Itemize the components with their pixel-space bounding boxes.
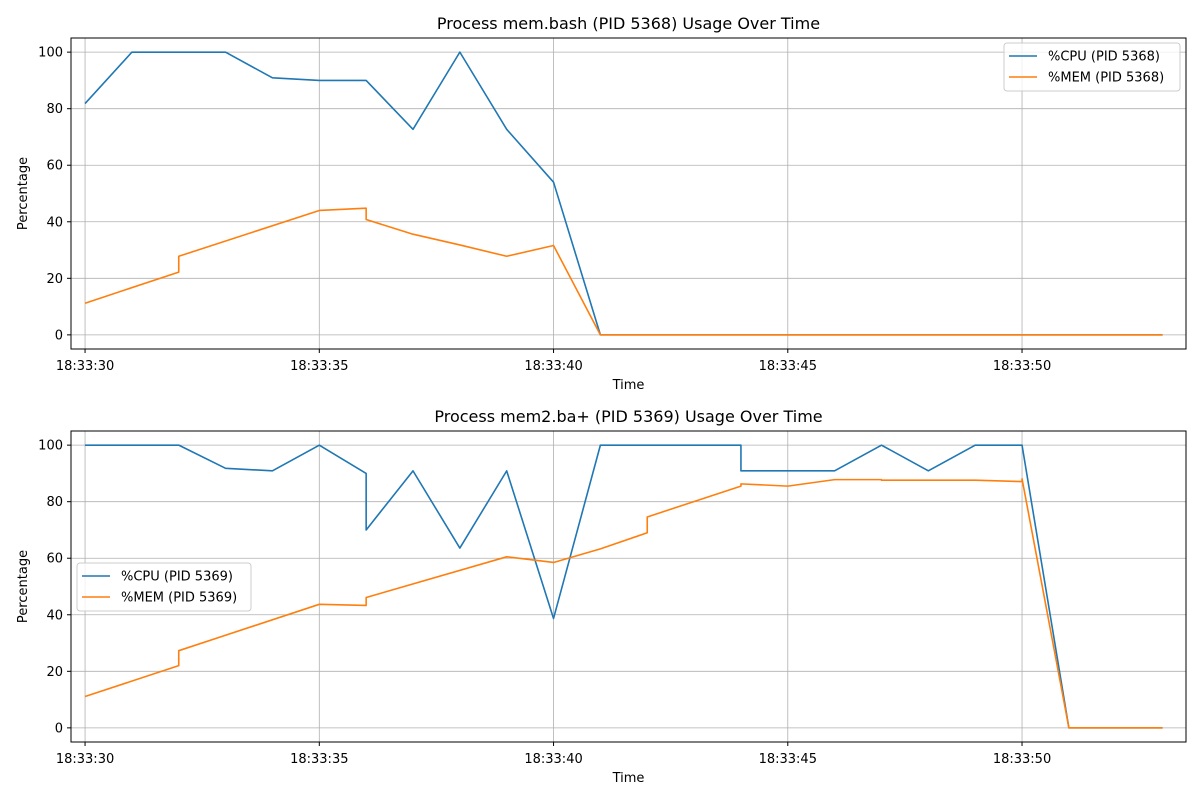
y-tick-label: 60 xyxy=(46,552,63,567)
x-tick-label: 18:33:45 xyxy=(759,359,817,374)
y-tick-label: 40 xyxy=(46,215,63,230)
series-line-cpu xyxy=(84,51,1163,336)
chart-title: Process mem2.ba+ (PID 5369) Usage Over T… xyxy=(434,407,822,426)
x-tick-label: 18:33:45 xyxy=(759,752,817,767)
x-tick-label: 18:33:40 xyxy=(524,752,582,767)
legend-label: %MEM (PID 5369) xyxy=(121,591,237,606)
y-tick-label: 20 xyxy=(46,272,63,287)
legend-frame xyxy=(1003,42,1181,92)
y-tick-label: 60 xyxy=(46,159,63,174)
x-tick-label: 18:33:30 xyxy=(56,752,114,767)
legend-label: %CPU (PID 5369) xyxy=(121,570,233,585)
chart-title: Process mem.bash (PID 5368) Usage Over T… xyxy=(437,14,820,33)
y-tick-label: 20 xyxy=(46,665,63,680)
y-tick-label: 100 xyxy=(38,439,63,454)
legend: %CPU (PID 5368) %MEM (PID 5368) xyxy=(1003,42,1181,92)
y-tick-label: 80 xyxy=(46,495,63,510)
legend-label: %MEM (PID 5368) xyxy=(1048,71,1164,86)
legend-frame xyxy=(76,562,252,612)
x-tick-label: 18:33:50 xyxy=(993,752,1051,767)
series-line-mem xyxy=(84,207,1163,336)
x-tick-label: 18:33:40 xyxy=(524,359,582,374)
series-line-mem xyxy=(84,477,1163,729)
axes-frame xyxy=(70,430,1187,743)
x-axis-label: Time xyxy=(612,378,645,393)
legend: %CPU (PID 5369) %MEM (PID 5369) xyxy=(76,562,252,612)
x-tick-label: 18:33:30 xyxy=(56,359,114,374)
chart-top-mem-bash: 18:33:30 18:33:35 18:33:40 18:33:45 18:33:50… xyxy=(16,14,1187,393)
y-tick-label: 100 xyxy=(38,46,63,61)
x-tick-label: 18:33:50 xyxy=(993,359,1051,374)
x-axis-label: Time xyxy=(612,771,645,786)
y-tick-label: 80 xyxy=(46,102,63,117)
x-tick-label: 18:33:35 xyxy=(290,752,348,767)
y-axis-label: Percentage xyxy=(16,157,31,230)
x-tick-label: 18:33:35 xyxy=(290,359,348,374)
y-tick-label: 40 xyxy=(46,608,63,623)
y-axis-label: Percentage xyxy=(16,550,31,623)
chart-bottom-mem2-ba: 18:33:30 18:33:35 18:33:40 18:33:45 18:33:50… xyxy=(16,407,1187,786)
y-tick-label: 0 xyxy=(55,328,63,343)
legend-label: %CPU (PID 5368) xyxy=(1048,50,1160,65)
y-tick-label: 0 xyxy=(55,721,63,736)
axes-frame xyxy=(70,37,1187,350)
series-line-cpu xyxy=(85,444,1163,729)
